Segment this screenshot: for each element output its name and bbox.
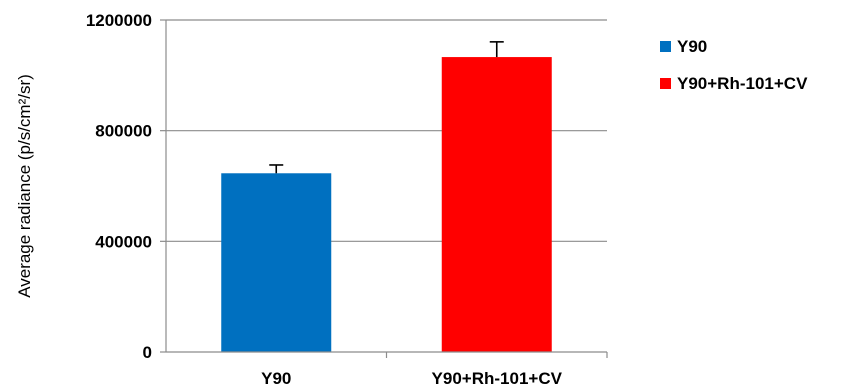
bar (221, 173, 332, 352)
legend-label: Y90+Rh-101+CV (677, 74, 808, 93)
legend: Y90 Y90+Rh-101+CV (660, 37, 808, 93)
y-tick-label: 1200000 (86, 11, 152, 30)
legend-swatch (660, 41, 671, 52)
axes (165, 20, 607, 353)
y-tick-label: 800000 (95, 122, 152, 141)
error-bars (269, 41, 504, 174)
y-tick-label: 0 (143, 343, 152, 362)
x-tick-label: Y90 (261, 369, 291, 388)
bar (441, 57, 552, 352)
x-tick-label: Y90+Rh-101+CV (432, 369, 563, 388)
y-tick-label: 400000 (95, 232, 152, 251)
legend-label: Y90 (677, 37, 707, 56)
y-axis-label: Average radiance (p/s/cm²/sr) (15, 74, 34, 298)
y-tick-labels: 0 400000 800000 1200000 (86, 11, 152, 362)
legend-swatch (660, 78, 671, 89)
x-tick-labels: Y90 Y90+Rh-101+CV (261, 369, 562, 388)
bars (221, 57, 552, 352)
